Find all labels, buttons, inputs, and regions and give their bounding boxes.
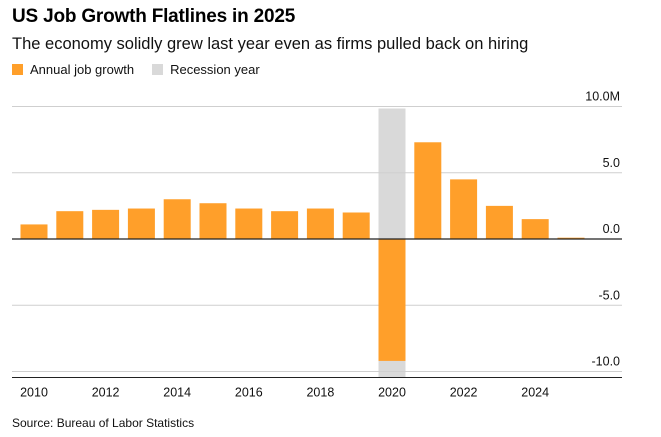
legend-item-recession: Recession year (152, 62, 260, 77)
bar-2020 (378, 239, 406, 361)
bar-2018 (306, 208, 334, 239)
bar-2024 (521, 219, 549, 239)
legend: Annual job growth Recession year (12, 62, 278, 77)
bar-2016 (235, 208, 263, 239)
y-tick-label: -5.0 (598, 288, 620, 302)
y-tick-label: 0.0 (603, 222, 620, 236)
legend-swatch-job-growth (12, 64, 23, 75)
bar-2011 (56, 211, 84, 239)
bar-2021 (414, 142, 442, 239)
source-note: Source: Bureau of Labor Statistics (12, 416, 195, 430)
y-tick-label: 10.0M (585, 90, 620, 104)
x-tick-label: 2024 (521, 386, 549, 400)
chart-title: US Job Growth Flatlines in 2025 (12, 6, 296, 27)
bar-2010 (20, 224, 48, 239)
bar-2023 (485, 205, 513, 239)
chart-subtitle: The economy solidly grew last year even … (12, 35, 529, 53)
legend-item-job-growth: Annual job growth (12, 62, 134, 77)
x-tick-label: 2020 (378, 386, 406, 400)
bar-2025 (557, 237, 585, 239)
x-tick-label: 2012 (92, 386, 120, 400)
legend-label-job-growth: Annual job growth (30, 62, 135, 77)
bar-2012 (92, 209, 120, 239)
bar-2014 (163, 199, 191, 239)
bar-2015 (199, 203, 227, 239)
x-tick-label: 2018 (306, 386, 334, 400)
y-tick-label: -10.0 (592, 355, 621, 369)
bar-2022 (450, 179, 478, 239)
legend-label-recession: Recession year (170, 62, 260, 77)
x-tick-label: 2014 (163, 386, 191, 400)
bar-2017 (271, 211, 299, 239)
x-tick-label: 2010 (20, 386, 48, 400)
x-tick-label: 2016 (235, 386, 263, 400)
x-tick-label: 2022 (450, 386, 478, 400)
y-tick-label: 5.0 (603, 156, 620, 170)
bar-2019 (342, 212, 370, 239)
legend-swatch-recession (152, 64, 164, 75)
bar-2013 (127, 208, 155, 239)
